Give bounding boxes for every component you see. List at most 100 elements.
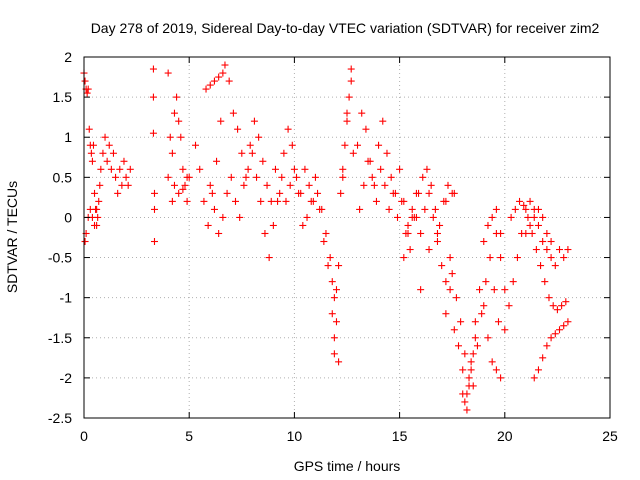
- data-point: [543, 342, 551, 350]
- data-point: [253, 173, 261, 181]
- data-point: [564, 246, 572, 254]
- data-point: [400, 254, 408, 262]
- data-point: [107, 165, 115, 173]
- data-point: [330, 334, 338, 342]
- data-point: [332, 318, 340, 326]
- data-point: [375, 141, 383, 149]
- data-point: [501, 326, 509, 334]
- data-point: [560, 254, 568, 262]
- data-point: [385, 205, 393, 213]
- data-point: [478, 310, 486, 318]
- data-point: [459, 390, 467, 398]
- data-point: [442, 197, 450, 205]
- data-point: [116, 165, 124, 173]
- y-axis-label: SDTVAR / TECUs: [4, 181, 20, 293]
- data-point: [328, 310, 336, 318]
- data-point: [83, 89, 91, 97]
- data-point: [311, 173, 319, 181]
- data-point: [547, 238, 555, 246]
- data-point: [170, 109, 178, 117]
- data-point: [166, 133, 174, 141]
- data-point: [149, 65, 157, 73]
- data-point: [556, 326, 564, 334]
- data-point: [406, 246, 414, 254]
- data-series: [80, 61, 572, 414]
- data-point: [343, 109, 351, 117]
- data-point: [114, 189, 122, 197]
- data-point: [326, 254, 334, 262]
- data-point: [150, 205, 158, 213]
- data-point: [93, 205, 101, 213]
- data-point: [330, 294, 338, 302]
- data-point: [530, 213, 538, 221]
- data-point: [560, 322, 568, 330]
- data-point: [288, 141, 296, 149]
- data-point: [450, 189, 458, 197]
- data-point: [539, 238, 547, 246]
- y-tick-label: -1.5: [48, 330, 72, 346]
- data-point: [444, 181, 452, 189]
- data-point: [356, 205, 364, 213]
- data-point: [404, 221, 412, 229]
- data-point: [173, 93, 181, 101]
- data-point: [370, 181, 378, 189]
- data-point: [524, 213, 532, 221]
- data-point: [412, 213, 420, 221]
- data-point: [335, 358, 343, 366]
- data-point: [539, 213, 547, 221]
- data-point: [175, 189, 183, 197]
- data-point: [522, 229, 530, 237]
- data-point: [259, 157, 267, 165]
- data-point: [99, 149, 107, 157]
- data-point: [164, 69, 172, 77]
- data-point: [364, 157, 372, 165]
- data-point: [168, 197, 176, 205]
- data-point: [480, 238, 488, 246]
- data-point: [227, 173, 235, 181]
- data-point: [511, 205, 519, 213]
- data-point: [105, 141, 113, 149]
- y-tick-label: -1: [60, 290, 73, 306]
- data-point: [553, 306, 561, 314]
- data-point: [250, 117, 258, 125]
- data-point: [150, 189, 158, 197]
- data-point: [263, 181, 271, 189]
- data-point: [149, 129, 157, 137]
- data-point: [461, 398, 469, 406]
- data-point: [532, 246, 540, 254]
- y-tick-labels: 2 1.5 1 0.5 0 -0.5 -1 -1.5 -2 -2.5: [48, 49, 72, 426]
- data-point: [231, 197, 239, 205]
- data-point: [425, 246, 433, 254]
- x-tick-label: 25: [602, 428, 618, 444]
- data-point: [280, 149, 288, 157]
- data-point: [541, 278, 549, 286]
- data-point: [471, 334, 479, 342]
- data-point: [150, 238, 158, 246]
- data-point: [459, 366, 467, 374]
- data-point: [301, 165, 309, 173]
- data-point: [314, 189, 322, 197]
- data-point: [126, 165, 134, 173]
- data-point: [433, 238, 441, 246]
- data-point: [320, 238, 328, 246]
- data-point: [551, 330, 559, 338]
- data-point: [170, 181, 178, 189]
- data-point: [244, 165, 252, 173]
- data-point: [284, 125, 292, 133]
- data-point: [122, 173, 130, 181]
- data-point: [537, 262, 545, 270]
- data-point: [396, 165, 404, 173]
- data-point: [120, 157, 128, 165]
- data-point: [465, 374, 473, 382]
- data-point: [492, 366, 500, 374]
- data-point: [168, 149, 176, 157]
- data-point: [335, 262, 343, 270]
- data-point: [290, 165, 298, 173]
- data-point: [421, 205, 429, 213]
- data-point: [299, 221, 307, 229]
- data-point: [455, 342, 463, 350]
- data-point: [149, 93, 157, 101]
- data-point: [476, 286, 484, 294]
- data-point: [494, 318, 502, 326]
